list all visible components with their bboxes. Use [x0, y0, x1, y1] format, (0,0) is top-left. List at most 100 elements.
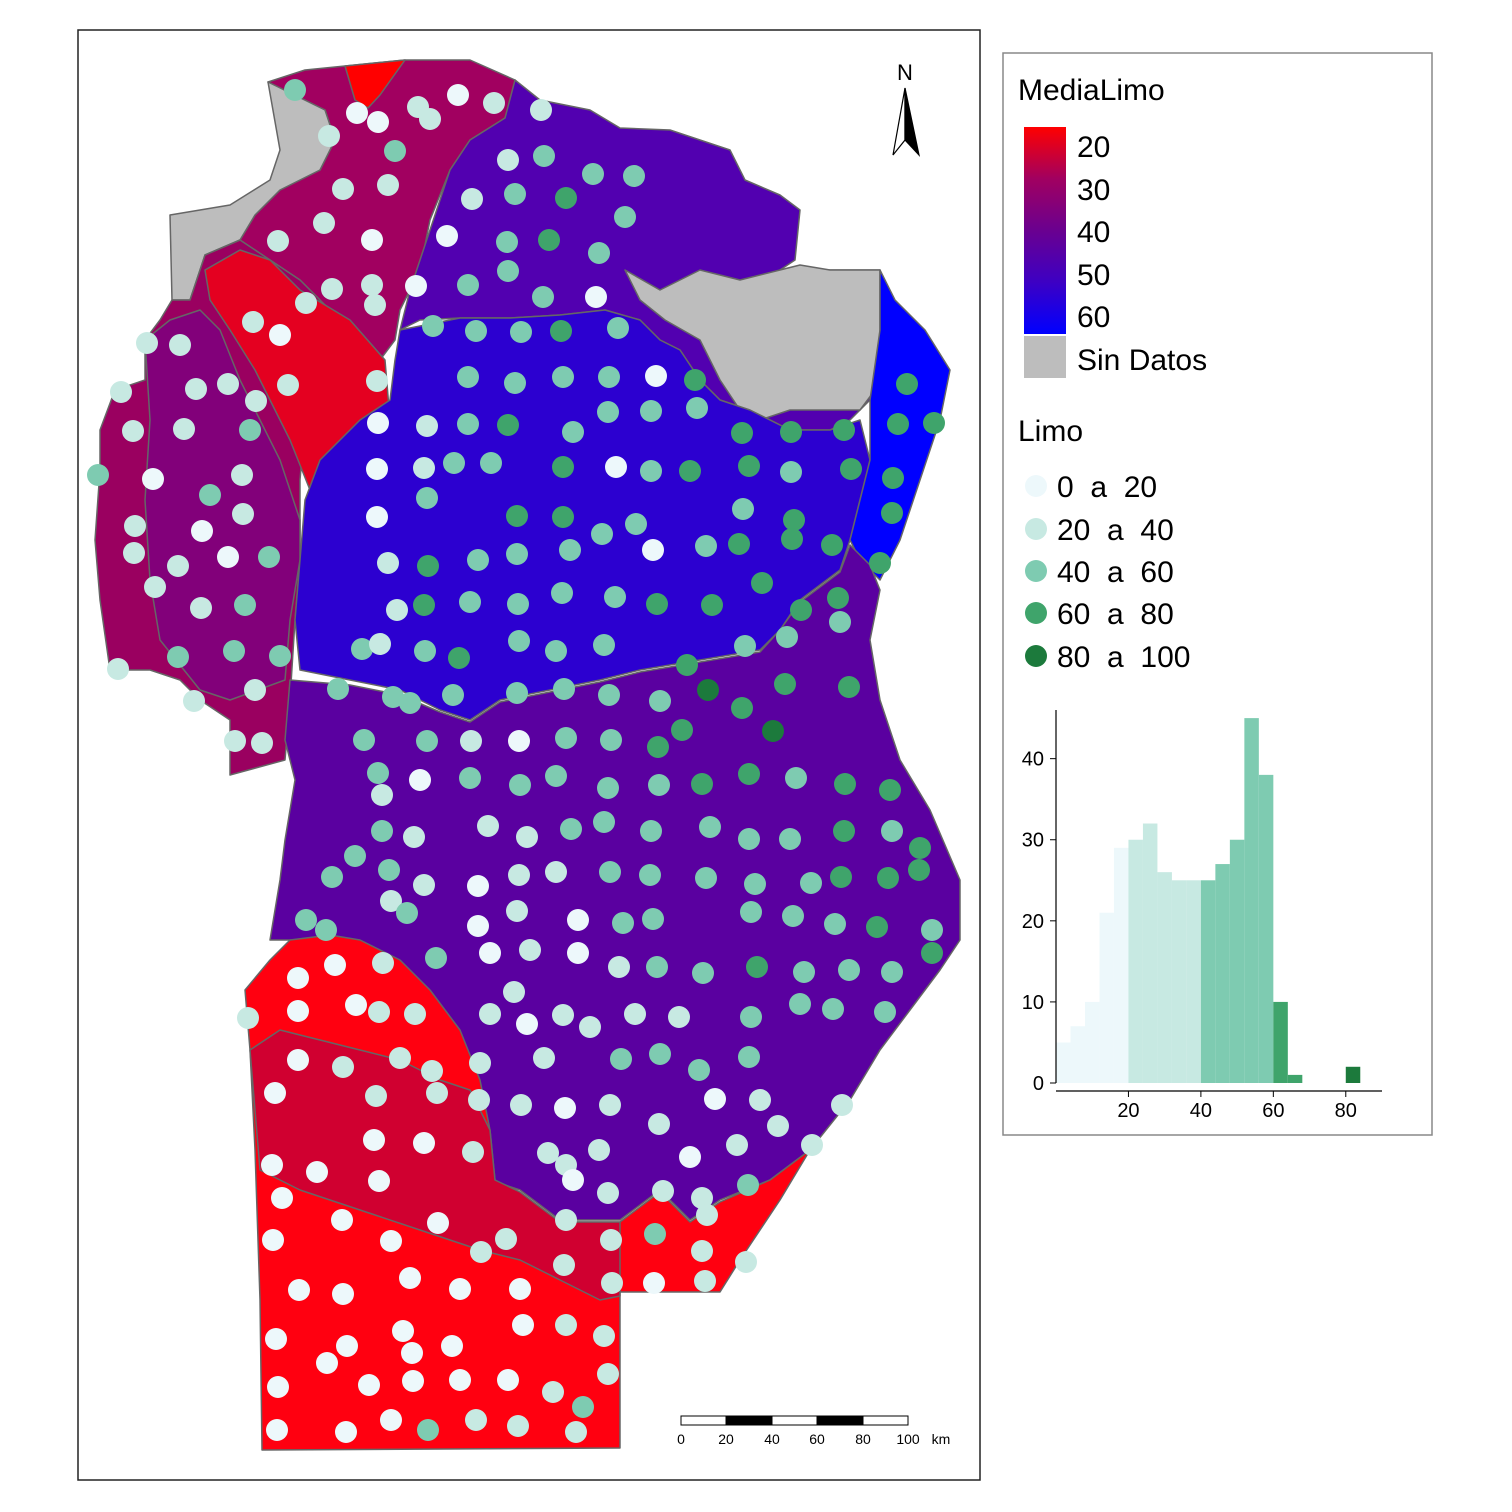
- sample-point: [560, 818, 582, 840]
- histogram-bar: [1142, 823, 1158, 1083]
- sample-point: [831, 1094, 853, 1116]
- sample-point: [731, 697, 753, 719]
- sample-point: [448, 647, 470, 669]
- sample-point: [386, 599, 408, 621]
- sample-point: [335, 1421, 357, 1443]
- sample-point: [262, 1229, 284, 1251]
- sample-point: [392, 1320, 414, 1342]
- scale-tick-0: 0: [677, 1431, 685, 1447]
- legend-color-ramp: [1024, 127, 1066, 334]
- sample-point: [183, 690, 205, 712]
- sample-point: [460, 730, 482, 752]
- sample-point: [749, 1089, 771, 1111]
- histogram-bar: [1128, 839, 1143, 1083]
- sample-point: [402, 1370, 424, 1392]
- sample-point: [688, 1059, 710, 1081]
- sample-point: [169, 334, 191, 356]
- sample-point: [461, 188, 483, 210]
- sample-point: [887, 413, 909, 435]
- sample-point: [701, 594, 723, 616]
- sample-point: [124, 515, 146, 537]
- histogram-bar: [1345, 1066, 1361, 1083]
- sample-point: [495, 1228, 517, 1250]
- sample-point: [264, 1082, 286, 1104]
- sample-point: [237, 1007, 259, 1029]
- legend-class-1: 20 a 40: [1057, 514, 1174, 547]
- sample-point: [866, 916, 888, 938]
- sample-point: [726, 1134, 748, 1156]
- sample-point: [232, 503, 254, 525]
- sample-point: [507, 1415, 529, 1437]
- sample-point: [553, 1254, 575, 1276]
- sample-point: [364, 294, 386, 316]
- sample-point: [559, 539, 581, 561]
- sample-point: [403, 826, 425, 848]
- sample-point: [821, 534, 843, 556]
- sample-point: [316, 1352, 338, 1374]
- legend-nodata-label: Sin Datos: [1077, 344, 1207, 377]
- sample-point: [245, 390, 267, 412]
- sample-point: [467, 915, 489, 937]
- sample-point: [840, 458, 862, 480]
- sample-point: [838, 959, 860, 981]
- scale-unit: km: [932, 1431, 951, 1447]
- sample-point: [462, 1141, 484, 1163]
- sample-point: [588, 242, 610, 264]
- sample-point: [582, 163, 604, 185]
- sample-point: [640, 400, 662, 422]
- histogram-x-tick-label: 20: [1117, 1100, 1139, 1122]
- sample-point: [923, 412, 945, 434]
- sample-point: [504, 183, 526, 205]
- sample-point: [649, 1043, 671, 1065]
- sample-point: [469, 1052, 491, 1074]
- sample-point: [509, 774, 531, 796]
- sample-point: [824, 913, 846, 935]
- histogram-bar: [1186, 880, 1201, 1083]
- sample-point: [234, 594, 256, 616]
- sample-point: [833, 820, 855, 842]
- sample-point: [530, 99, 552, 121]
- sample-point: [800, 872, 822, 894]
- sample-point: [624, 1003, 646, 1025]
- sample-point: [368, 1001, 390, 1023]
- sample-point: [277, 374, 299, 396]
- sample-point: [399, 1267, 421, 1289]
- sample-point: [416, 415, 438, 437]
- sample-point: [413, 874, 435, 896]
- sample-point: [552, 456, 574, 478]
- sample-point: [555, 1314, 577, 1336]
- sample-point: [508, 864, 530, 886]
- sample-point: [691, 1240, 713, 1262]
- sample-point: [399, 692, 421, 714]
- sample-point: [686, 397, 708, 419]
- histogram-bar: [1273, 1001, 1288, 1083]
- sample-point: [738, 763, 760, 785]
- sample-point: [271, 1187, 293, 1209]
- sample-point: [671, 719, 693, 741]
- sample-point: [382, 686, 404, 708]
- sample-point: [267, 230, 289, 252]
- sample-point: [369, 633, 391, 655]
- sample-point: [744, 873, 766, 895]
- legend-symbol-2: [1025, 560, 1047, 582]
- sample-point: [427, 1212, 449, 1234]
- legend-break-30: 30: [1077, 174, 1110, 207]
- sample-point: [648, 1113, 670, 1135]
- sample-point: [503, 981, 525, 1003]
- north-arrow-label: N: [897, 60, 913, 85]
- sample-point: [267, 1376, 289, 1398]
- sample-point: [419, 108, 441, 130]
- sample-point: [737, 1174, 759, 1196]
- sample-point: [597, 1182, 619, 1204]
- scale-tick-60: 60: [809, 1431, 825, 1447]
- sample-point: [295, 909, 317, 931]
- sample-point: [185, 378, 207, 400]
- sample-point: [668, 1006, 690, 1028]
- sample-point: [110, 381, 132, 403]
- histogram-bar: [1070, 1026, 1085, 1083]
- sample-point: [562, 421, 584, 443]
- sample-point: [321, 866, 343, 888]
- sample-point: [422, 315, 444, 337]
- sample-point: [785, 767, 807, 789]
